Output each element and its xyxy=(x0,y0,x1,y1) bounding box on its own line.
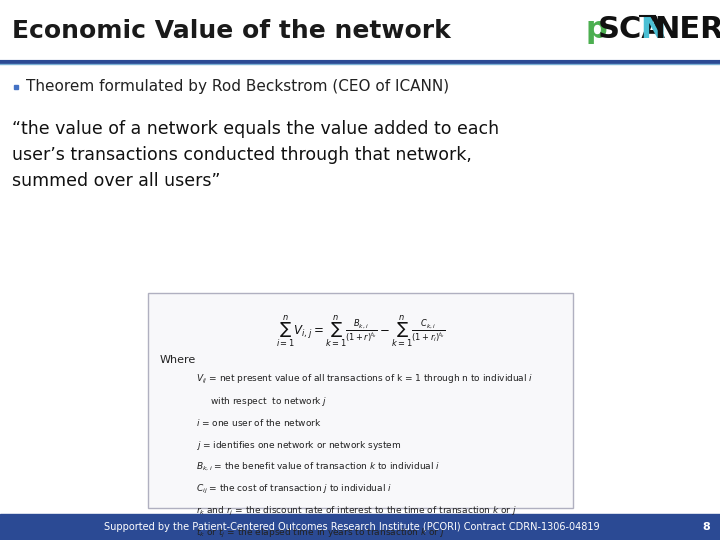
Text: $t_k$ or $t_j$ = the elapsed time in years to transaction $k$ or $j$: $t_k$ or $t_j$ = the elapsed time in yea… xyxy=(196,527,445,540)
Text: Theorem formulated by Rod Beckstrom (CEO of ICANN): Theorem formulated by Rod Beckstrom (CEO… xyxy=(26,79,449,94)
FancyBboxPatch shape xyxy=(148,293,573,508)
Text: Where: Where xyxy=(160,355,197,365)
Bar xyxy=(0,514,720,540)
Text: p: p xyxy=(585,15,607,44)
Text: with respect  to network $j$: with respect to network $j$ xyxy=(196,395,328,408)
Text: $j$ = identifies one network or network system: $j$ = identifies one network or network … xyxy=(196,439,401,452)
Text: Supported by the Patient-Centered Outcomes Research Institute (PCORI) Contract C: Supported by the Patient-Centered Outcom… xyxy=(104,522,600,532)
Text: SCA: SCA xyxy=(598,15,666,44)
Bar xyxy=(0,0,720,62)
Text: 8: 8 xyxy=(702,522,710,532)
Text: $\sum_{i=1}^{n} V_{i,j} = \sum_{k=1}^{n} \frac{B_{k,i}}{(1+r)^{t_k}} - \sum_{k=1: $\sum_{i=1}^{n} V_{i,j} = \sum_{k=1}^{n}… xyxy=(276,313,445,348)
Text: $i$ = one user of the network: $i$ = one user of the network xyxy=(196,417,322,428)
Text: $r_k$ and $r_j$ = the discount rate of interest to the time of transaction $k$ o: $r_k$ and $r_j$ = the discount rate of i… xyxy=(196,505,517,518)
Text: $V_{ij}$ = net present value of all transactions of k = 1 through n to individua: $V_{ij}$ = net present value of all tran… xyxy=(196,373,534,386)
Text: Economic Value of the network: Economic Value of the network xyxy=(12,19,451,43)
Text: N: N xyxy=(640,15,665,44)
Text: “the value of a network equals the value added to each
user’s transactions condu: “the value of a network equals the value… xyxy=(12,119,499,191)
Text: $C_{ij}$ = the cost of transaction $j$ to individual $i$: $C_{ij}$ = the cost of transaction $j$ t… xyxy=(196,483,392,496)
Text: $B_{k,i}$ = the benefit value of transaction $k$ to individual $i$: $B_{k,i}$ = the benefit value of transac… xyxy=(196,461,440,473)
Text: NER: NER xyxy=(654,15,720,44)
Bar xyxy=(14,85,18,89)
